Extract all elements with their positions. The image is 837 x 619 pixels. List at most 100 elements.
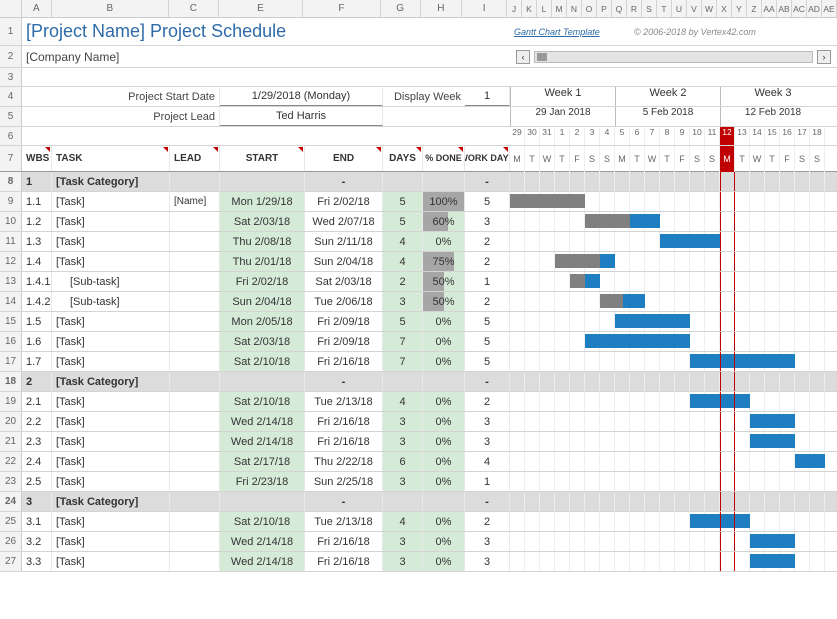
cell-pct-done[interactable]: 0%	[423, 352, 465, 371]
cell-work-days[interactable]: 4	[465, 452, 510, 471]
cell-end[interactable]: Thu 2/22/18	[305, 452, 383, 471]
cell-end[interactable]: Fri 2/16/18	[305, 412, 383, 431]
cell-start[interactable]	[220, 492, 305, 511]
cell-task[interactable]: [Task]	[52, 332, 170, 351]
cell-end[interactable]: Fri 2/16/18	[305, 532, 383, 551]
cell-lead[interactable]	[170, 172, 220, 191]
cell-task[interactable]: [Task]	[52, 452, 170, 471]
start-date-value[interactable]: 1/29/2018 (Monday)	[220, 87, 383, 106]
cell-pct-done[interactable]: 75%	[423, 252, 465, 271]
cell-end[interactable]: Wed 2/07/18	[305, 212, 383, 231]
cell-days[interactable]: 3	[383, 432, 423, 451]
cell-task[interactable]: [Task]	[52, 252, 170, 271]
cell-wbs[interactable]: 2	[22, 372, 52, 391]
cell-task[interactable]: [Sub-task]	[52, 292, 170, 311]
cell-start[interactable]: Sat 2/03/18	[220, 332, 305, 351]
cell-work-days[interactable]: 3	[465, 532, 510, 551]
cell-days[interactable]: 5	[383, 312, 423, 331]
cell-work-days[interactable]: 5	[465, 192, 510, 211]
cell-pct-done[interactable]: 50%	[423, 292, 465, 311]
cell-lead[interactable]	[170, 312, 220, 331]
cell-work-days[interactable]: 3	[465, 212, 510, 231]
cell-start[interactable]: Fri 2/02/18	[220, 272, 305, 291]
header-end[interactable]: END	[305, 146, 383, 171]
cell-wbs[interactable]: 1	[22, 172, 52, 191]
cell-end[interactable]: Sun 2/04/18	[305, 252, 383, 271]
cell-work-days[interactable]: 5	[465, 332, 510, 351]
cell-wbs[interactable]: 1.4	[22, 252, 52, 271]
cell-end[interactable]: Fri 2/16/18	[305, 352, 383, 371]
week-scrollbar[interactable]: ‹ ›	[516, 50, 831, 64]
cell-days[interactable]: 2	[383, 272, 423, 291]
cell-work-days[interactable]: 3	[465, 432, 510, 451]
header-wbs[interactable]: WBS	[22, 146, 52, 171]
cell-start[interactable]: Mon 1/29/18	[220, 192, 305, 211]
cell-end[interactable]: Fri 2/16/18	[305, 552, 383, 571]
cell-wbs[interactable]: 1.4.1	[22, 272, 52, 291]
cell-start[interactable]: Wed 2/14/18	[220, 532, 305, 551]
cell-wbs[interactable]: 3.1	[22, 512, 52, 531]
cell-lead[interactable]	[170, 512, 220, 531]
cell-start[interactable]: Sat 2/10/18	[220, 392, 305, 411]
cell-end[interactable]: Fri 2/09/18	[305, 312, 383, 331]
cell-work-days[interactable]: 2	[465, 512, 510, 531]
cell-lead[interactable]	[170, 472, 220, 491]
cell-pct-done[interactable]: 0%	[423, 512, 465, 531]
cell-days[interactable]: 7	[383, 332, 423, 351]
cell-wbs[interactable]: 2.2	[22, 412, 52, 431]
cell-task[interactable]: [Task]	[52, 392, 170, 411]
cell-task[interactable]: [Task]	[52, 352, 170, 371]
cell-work-days[interactable]: 2	[465, 292, 510, 311]
cell-lead[interactable]: [Name]	[170, 192, 220, 211]
cell-pct-done[interactable]: 0%	[423, 532, 465, 551]
cell-pct-done[interactable]: 60%	[423, 212, 465, 231]
cell-task[interactable]: [Task]	[52, 432, 170, 451]
cell-wbs[interactable]: 1.1	[22, 192, 52, 211]
scroll-right-button[interactable]: ›	[817, 50, 831, 64]
cell-pct-done[interactable]: 100%	[423, 192, 465, 211]
cell-task[interactable]: [Task]	[52, 472, 170, 491]
header-lead[interactable]: LEAD	[170, 146, 220, 171]
cell-task[interactable]: [Task Category]	[52, 172, 170, 191]
cell-days[interactable]: 4	[383, 252, 423, 271]
cell-start[interactable]: Thu 2/08/18	[220, 232, 305, 251]
cell-wbs[interactable]: 1.2	[22, 212, 52, 231]
cell-task[interactable]: [Task Category]	[52, 372, 170, 391]
cell-lead[interactable]	[170, 552, 220, 571]
cell-days[interactable]: 4	[383, 392, 423, 411]
cell-end[interactable]: Fri 2/16/18	[305, 432, 383, 451]
template-link[interactable]: Gantt Chart Template	[514, 27, 600, 37]
header-start[interactable]: START	[220, 146, 305, 171]
cell-wbs[interactable]: 3.3	[22, 552, 52, 571]
cell-start[interactable]	[220, 172, 305, 191]
cell-pct-done[interactable]: 0%	[423, 232, 465, 251]
cell-work-days[interactable]: 3	[465, 412, 510, 431]
cell-wbs[interactable]: 1.4.2	[22, 292, 52, 311]
cell-task[interactable]: [Sub-task]	[52, 272, 170, 291]
cell-days[interactable]: 3	[383, 472, 423, 491]
cell-end[interactable]: Tue 2/13/18	[305, 512, 383, 531]
cell-work-days[interactable]: -	[465, 172, 510, 191]
cell-task[interactable]: [Task Category]	[52, 492, 170, 511]
cell-lead[interactable]	[170, 292, 220, 311]
cell-pct-done[interactable]: 50%	[423, 272, 465, 291]
cell-end[interactable]: Sat 2/03/18	[305, 272, 383, 291]
cell-lead[interactable]	[170, 252, 220, 271]
cell-end[interactable]: -	[305, 172, 383, 191]
cell-lead[interactable]	[170, 412, 220, 431]
cell-wbs[interactable]: 1.3	[22, 232, 52, 251]
cell-work-days[interactable]: 1	[465, 272, 510, 291]
cell-start[interactable]: Sun 2/04/18	[220, 292, 305, 311]
cell-days[interactable]: 3	[383, 532, 423, 551]
cell-start[interactable]: Sat 2/10/18	[220, 352, 305, 371]
cell-task[interactable]: [Task]	[52, 552, 170, 571]
cell-task[interactable]: [Task]	[52, 532, 170, 551]
cell-wbs[interactable]: 2.3	[22, 432, 52, 451]
display-week-value[interactable]: 1	[465, 87, 510, 106]
cell-start[interactable]: Wed 2/14/18	[220, 552, 305, 571]
header-work-days[interactable]: WORK DAYS	[465, 146, 510, 171]
cell-wbs[interactable]: 2.1	[22, 392, 52, 411]
cell-wbs[interactable]: 1.7	[22, 352, 52, 371]
cell-end[interactable]: Fri 2/09/18	[305, 332, 383, 351]
cell-end[interactable]: Fri 2/02/18	[305, 192, 383, 211]
